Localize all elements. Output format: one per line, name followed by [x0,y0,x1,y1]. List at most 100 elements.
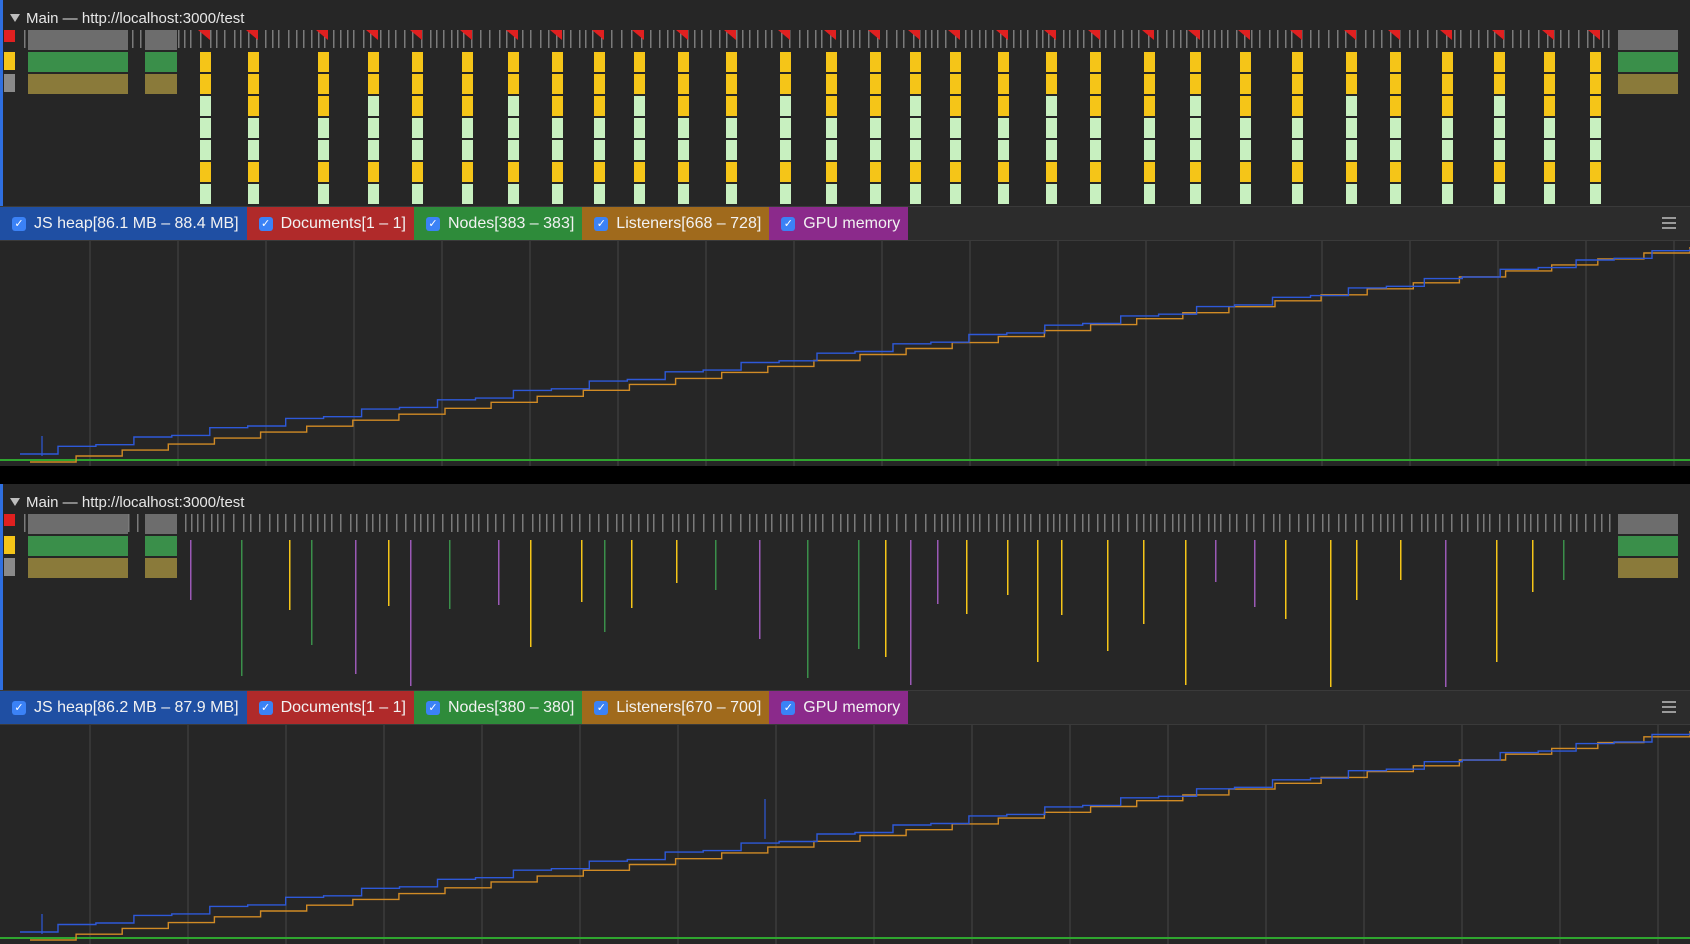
checkbox-checked-icon[interactable]: ✓ [425,216,440,231]
task-tick [1537,514,1539,532]
task-tick [259,514,261,532]
task-tick [1345,514,1347,532]
frame-task [318,96,329,116]
task-tick [1478,30,1480,48]
frame-task [318,52,329,72]
checkbox-checked-icon[interactable]: ✓ [258,216,273,231]
task-tick [379,514,381,532]
triangle-down-icon[interactable] [10,498,20,506]
task-tick [324,30,326,48]
main-thread-flame-chart[interactable] [0,484,1690,690]
task-tick [463,30,465,48]
task-tick [947,514,949,532]
checkbox-checked-icon[interactable]: ✓ [594,216,609,231]
long-task-marker [1290,30,1302,40]
frame-task [634,118,645,138]
frame-task [1590,140,1601,160]
task-tick [1578,30,1580,48]
task-tick [1236,30,1238,48]
task-tick [1114,30,1116,48]
checkbox-checked-icon[interactable]: ✓ [12,700,26,715]
checkbox-checked-icon[interactable]: ✓ [12,216,26,231]
task-tick [693,514,695,532]
legend-js-heap[interactable]: ✓ JS heap[86.2 MB – 87.9 MB] [0,691,247,724]
task-block [28,536,128,556]
task-tick [870,514,872,532]
hamburger-menu-icon[interactable] [1662,699,1676,715]
task-tick [1477,514,1479,532]
task-tick [211,514,213,532]
frame-task [950,74,961,94]
task-tick [571,514,573,532]
legend-js-heap[interactable]: ✓ JS heap[86.1 MB – 88.4 MB] [0,207,247,240]
legend-listeners[interactable]: ✓ Listeners[668 – 728] [582,207,770,240]
frame-task [1292,118,1303,138]
checkbox-checked-icon[interactable]: ✓ [781,216,796,231]
task-tick [925,30,927,48]
task-tick [1063,30,1065,48]
legend-documents[interactable]: ✓ Documents[1 – 1] [246,207,414,240]
task-tick [1524,514,1526,532]
task-tick [719,30,721,48]
frame-task [1292,162,1303,182]
memory-counters-legend: ✓ JS heap[86.2 MB – 87.9 MB] ✓ Documents[1… [0,690,1690,725]
legend-listeners[interactable]: ✓ Listeners[670 – 700] [582,691,770,724]
legend-listeners-label: Listeners[668 – 728] [616,214,762,232]
task-tick [311,30,313,48]
listeners-series-line [30,247,1690,463]
legend-gpu-memory[interactable]: ✓ GPU memory [769,691,909,724]
frame-task [870,162,881,182]
checkbox-checked-icon[interactable]: ✓ [258,700,273,715]
main-track-header[interactable]: Main — http://localhost:3000/test [4,493,244,511]
frame-task [634,140,645,160]
main-thread-flame-chart[interactable] [0,0,1690,206]
hamburger-menu-icon[interactable] [1662,215,1676,231]
task-tick [1401,514,1403,532]
frame-task [552,140,563,160]
long-task-marker [908,30,920,40]
frame-task [248,74,259,94]
task-tick [840,30,842,48]
legend-gpu-memory[interactable]: ✓ GPU memory [769,207,909,240]
task-tick [840,514,842,532]
triangle-down-icon[interactable] [10,14,20,22]
task-tick [1259,30,1261,48]
task-block [4,558,15,576]
task-tick [1208,30,1210,48]
checkbox-checked-icon[interactable]: ✓ [594,700,609,715]
legend-nodes[interactable]: ✓ Nodes[380 – 380] [413,691,583,724]
legend-documents[interactable]: ✓ Documents[1 – 1] [246,691,414,724]
task-tick [1246,514,1248,532]
checkbox-checked-icon[interactable]: ✓ [425,700,440,715]
task-tick [140,30,142,48]
frame-task [1346,96,1357,116]
task-tick [1059,514,1061,532]
frame-task [508,184,519,204]
task-tick [1380,514,1382,532]
frame-task [950,140,961,160]
task-tick [1172,514,1174,532]
long-task-marker [948,30,960,40]
task-tick [388,30,390,48]
task-tick [598,514,600,532]
task-tick [864,514,866,532]
task-tick [659,30,661,48]
task-tick [1568,30,1570,48]
frame-task [1240,184,1251,204]
main-track-header[interactable]: Main — http://localhost:3000/test [4,9,244,27]
frame-task [594,52,605,72]
task-tick [967,514,969,532]
legend-documents-label: Documents[1 – 1] [280,698,406,716]
legend-nodes[interactable]: ✓ Nodes[383 – 383] [413,207,583,240]
task-tick [965,30,967,48]
frame-task [1292,96,1303,116]
checkbox-checked-icon[interactable]: ✓ [781,700,796,715]
task-tick [1445,540,1447,687]
task-tick [285,514,287,532]
task-tick [1285,30,1287,48]
frame-task [200,96,211,116]
task-tick [190,540,192,600]
memory-chart [0,725,1690,944]
task-tick [701,30,703,48]
task-tick [1273,514,1275,532]
